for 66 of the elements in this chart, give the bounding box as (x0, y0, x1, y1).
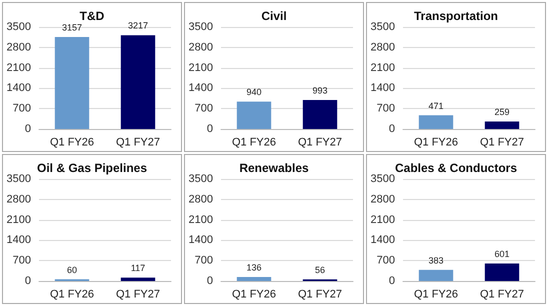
chart-title: T&D (80, 9, 105, 23)
chart-title: Cables & Conductors (394, 161, 518, 175)
y-tick-label: 1400 (188, 234, 213, 246)
x-tick-label: Q1 FY27 (480, 136, 524, 148)
data-label: 259 (494, 106, 510, 117)
y-tick-label: 2100 (370, 62, 395, 74)
data-label: 3157 (62, 22, 82, 32)
x-tick-label: Q1 FY27 (116, 288, 160, 300)
data-label: 601 (494, 248, 510, 259)
data-label: 993 (312, 86, 328, 96)
y-tick-label: 2100 (370, 214, 395, 226)
chart-title: Oil & Gas Pipelines (36, 161, 148, 175)
x-tick-label: Q1 FY26 (232, 136, 276, 148)
data-label: 60 (66, 264, 78, 275)
y-tick-label: 2800 (370, 41, 395, 54)
data-label: 136 (246, 262, 262, 273)
x-tick-label: Q1 FY26 (414, 288, 458, 300)
y-tick-label: 3500 (370, 173, 395, 185)
chart-title: Transportation (414, 9, 498, 23)
y-tick-label: 0 (388, 275, 395, 287)
y-tick-label: 3500 (188, 21, 213, 33)
y-tick-label: 2100 (6, 214, 31, 226)
y-tick-label: 1400 (6, 234, 31, 246)
data-label: 3217 (128, 20, 148, 31)
y-tick-label: 0 (206, 123, 213, 135)
x-tick-label: Q1 FY26 (414, 136, 458, 148)
y-tick-label: 3500 (6, 21, 31, 33)
y-tick-label: 1400 (188, 82, 213, 94)
y-tick-label: 2800 (6, 193, 31, 206)
y-tick-label: 0 (388, 123, 395, 135)
y-tick-label: 3500 (370, 21, 395, 33)
chart-title: Civil (261, 9, 287, 23)
x-tick-label: Q1 FY27 (480, 288, 524, 300)
y-tick-label: 1400 (370, 234, 395, 246)
y-tick-label: 700 (12, 102, 31, 115)
data-label: 56 (314, 264, 326, 275)
data-label: 383 (428, 255, 444, 266)
y-tick-label: 0 (24, 123, 31, 135)
data-label: 940 (246, 87, 262, 98)
x-tick-label: Q1 FY26 (50, 136, 94, 148)
data-label: 471 (428, 100, 444, 111)
y-tick-label: 700 (12, 254, 31, 267)
x-tick-label: Q1 FY27 (298, 136, 342, 148)
x-tick-label: Q1 FY27 (116, 136, 160, 148)
y-tick-label: 2100 (6, 62, 31, 74)
y-tick-label: 1400 (370, 82, 395, 94)
y-tick-label: 700 (194, 254, 213, 267)
y-tick-label: 2800 (188, 193, 213, 206)
y-tick-label: 3500 (188, 173, 213, 185)
x-tick-label: Q1 FY26 (232, 288, 276, 300)
y-tick-label: 2800 (370, 193, 395, 206)
data-label: 117 (130, 263, 146, 274)
y-tick-label: 700 (376, 254, 395, 267)
y-tick-label: 700 (376, 102, 395, 115)
y-tick-label: 2100 (188, 214, 213, 226)
y-tick-label: 0 (206, 275, 213, 287)
y-tick-label: 2800 (6, 41, 31, 54)
y-tick-label: 700 (194, 102, 213, 115)
y-tick-label: 2100 (188, 62, 213, 74)
x-tick-label: Q1 FY26 (50, 288, 94, 300)
x-tick-label: Q1 FY27 (298, 288, 342, 300)
chart-title: Renewables (239, 161, 309, 175)
y-tick-label: 0 (24, 275, 31, 287)
y-tick-label: 1400 (6, 82, 31, 94)
y-tick-label: 3500 (6, 173, 31, 185)
y-tick-label: 2800 (188, 41, 213, 54)
